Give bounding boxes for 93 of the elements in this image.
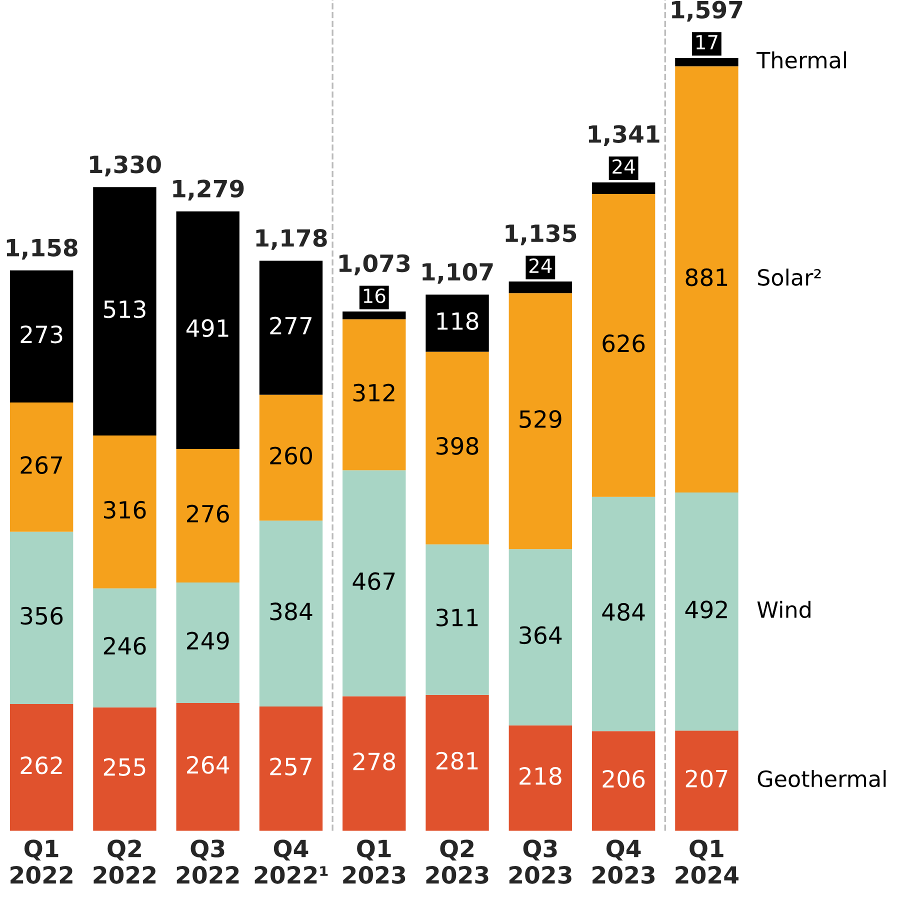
series-label: Geothermal (758, 770, 886, 788)
bar (342, 319, 406, 470)
bar (259, 706, 323, 831)
bar (592, 496, 656, 732)
bar (93, 435, 156, 588)
bar (93, 187, 156, 436)
bar (10, 704, 74, 831)
data-label: 491 (186, 319, 228, 338)
data-label: 364 (520, 626, 562, 644)
data-label: 273 (20, 325, 62, 344)
total-label: 1,597 (672, 0, 742, 22)
bar (508, 725, 572, 831)
data-label: 267 (20, 456, 62, 474)
data-label: 207 (686, 770, 728, 788)
bar (10, 270, 74, 403)
bar (592, 731, 656, 831)
data-label: 17 (696, 35, 718, 50)
series-label: Wind (757, 600, 810, 618)
bar (10, 402, 74, 532)
total-label: 1,135 (506, 224, 576, 246)
data-label: 881 (686, 268, 728, 286)
total-label: 1,073 (339, 254, 410, 276)
data-label: 264 (187, 756, 230, 774)
bar (259, 394, 323, 521)
bar (508, 549, 572, 726)
data-label: 316 (104, 500, 146, 519)
bar (508, 293, 572, 550)
data-label: 16 (364, 288, 386, 304)
bar (176, 211, 240, 449)
data-label: 384 (270, 602, 312, 620)
bar (93, 707, 156, 831)
data-label: 277 (270, 316, 312, 334)
x-tick-label: Q4 2023 (592, 840, 655, 884)
series-label: Solar² (758, 268, 821, 286)
data-label: 484 (602, 603, 645, 621)
bar (592, 194, 656, 497)
series-label: Thermal (756, 51, 846, 69)
data-label: 312 (353, 384, 394, 402)
data-label: 246 (104, 636, 146, 655)
bar (675, 66, 738, 493)
total-label: 1,279 (173, 180, 244, 201)
x-tick-label: Q2 2022 (94, 840, 156, 884)
data-label: 311 (436, 608, 478, 626)
bar (259, 260, 323, 395)
data-label: 262 (20, 756, 62, 774)
bar (176, 582, 240, 704)
data-label: 24 (529, 258, 552, 273)
bar (592, 182, 656, 194)
total-label: 1,341 (588, 125, 660, 146)
data-label: 249 (187, 632, 229, 650)
data-label: 278 (353, 752, 396, 770)
x-tick-label: Q3 2023 (509, 840, 572, 884)
data-label: 529 (520, 410, 562, 428)
bar (675, 492, 738, 731)
data-label: 260 (270, 446, 312, 465)
bar (342, 696, 406, 831)
bar (176, 448, 240, 583)
data-label: 255 (104, 758, 146, 776)
x-tick-label: Q1 2022 (10, 840, 72, 884)
bar (426, 694, 489, 831)
data-label: 276 (187, 504, 229, 523)
data-label: 626 (602, 334, 645, 352)
bar (10, 532, 74, 704)
bar (508, 282, 572, 294)
x-tick-label: Q1 2023 (343, 840, 406, 884)
x-tick-label: Q4 2022¹ (254, 840, 328, 884)
data-label: 281 (436, 752, 478, 770)
bar (426, 352, 489, 544)
total-label: 1,178 (256, 229, 327, 250)
bar (259, 520, 323, 706)
bar (342, 470, 406, 696)
total-label: 1,158 (6, 238, 78, 260)
bar (426, 544, 489, 695)
bar (675, 730, 738, 831)
data-label: 356 (20, 606, 63, 625)
data-label: 218 (520, 767, 562, 785)
data-label: 24 (612, 159, 635, 174)
data-label: 398 (436, 437, 478, 455)
x-tick-label: Q3 2022 (176, 840, 239, 884)
total-label: 1,330 (90, 155, 161, 176)
bar (426, 294, 489, 352)
data-label: 257 (270, 758, 312, 776)
bar (93, 588, 156, 708)
data-label: 467 (352, 572, 395, 590)
data-label: 513 (104, 300, 146, 318)
x-tick-label: Q1 2024 (676, 840, 738, 884)
bar (176, 703, 240, 831)
data-label: 492 (685, 600, 727, 618)
data-label: 206 (602, 770, 645, 788)
x-tick-label: Q2 2023 (426, 840, 488, 884)
data-label: 118 (437, 312, 478, 330)
bar (342, 312, 406, 320)
total-label: 1,107 (422, 262, 493, 284)
